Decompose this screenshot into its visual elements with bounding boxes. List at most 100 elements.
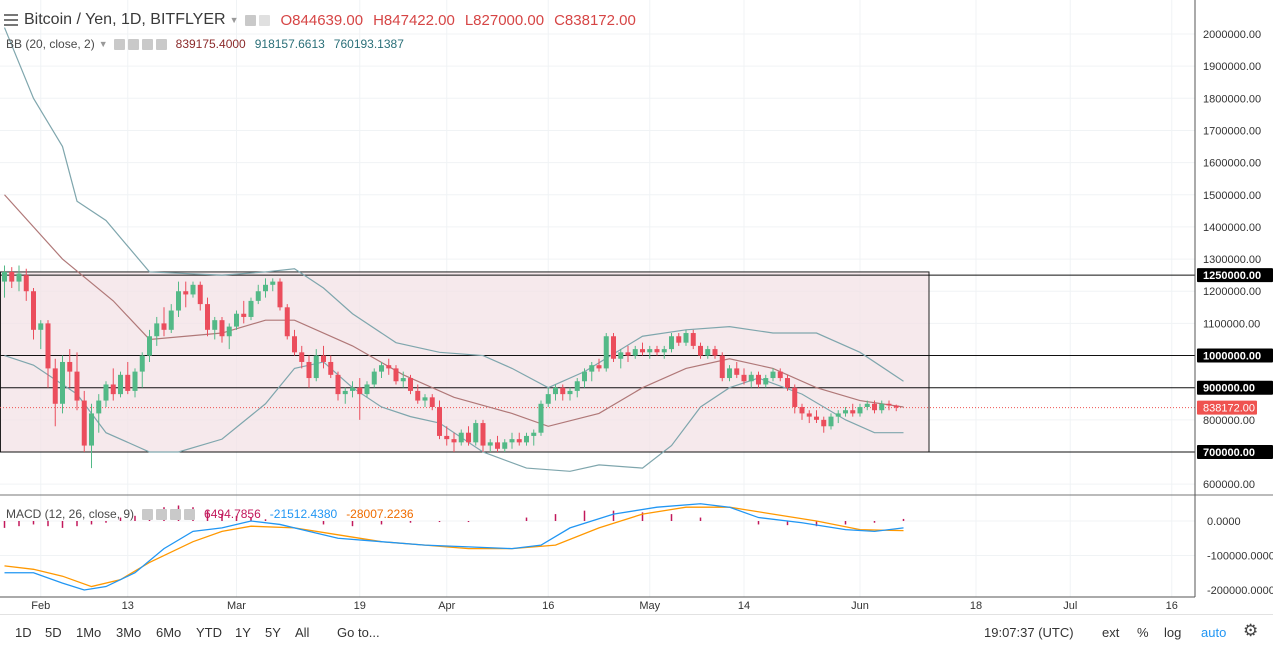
candle-down [299, 352, 305, 362]
price-tick-label: 800000.00 [1203, 415, 1255, 427]
auto-toggle[interactable]: auto [1201, 625, 1227, 640]
symbol-title[interactable]: Bitcoin / Yen, 1D, BITFLYER [24, 11, 226, 28]
bb-basis-line [4, 194, 904, 427]
candle-up [255, 291, 261, 301]
macd-legend-name[interactable]: MACD (12, 26, close, 9) [6, 507, 135, 521]
candle-down [466, 432, 471, 443]
candle-down [161, 323, 167, 330]
candle-down [335, 374, 341, 395]
candle-down [125, 374, 131, 391]
ext-toggle[interactable]: ext [1102, 625, 1120, 640]
gear-icon[interactable]: ⚙ [1243, 621, 1259, 640]
eye-icon[interactable] [244, 14, 256, 26]
eye-icon[interactable] [142, 508, 154, 520]
price-tick-label: 2000000.00 [1203, 29, 1261, 41]
bb-legend-name[interactable]: BB (20, close, 2) [6, 37, 95, 51]
candle-down [277, 281, 283, 308]
settings-icon[interactable] [127, 38, 139, 50]
candle-down [850, 410, 856, 414]
range-5d[interactable]: 5D [45, 625, 62, 640]
settings-icon[interactable] [156, 508, 168, 520]
candle-up [835, 413, 841, 417]
range-ytd[interactable]: YTD [196, 625, 222, 640]
candle-up [857, 406, 863, 414]
candle-down [596, 365, 602, 369]
candle-down [690, 333, 696, 346]
chart-canvas[interactable]: 2000000.00 1900000.00 1800000.00 1700000.00… [0, 0, 1273, 614]
candle-down [814, 416, 819, 420]
candle-up [524, 435, 529, 443]
candle-down [386, 365, 392, 369]
eye-icon[interactable] [113, 38, 125, 50]
consolidation-range-box [0, 271, 930, 453]
ohlc-close: C838172.00 [554, 11, 636, 29]
candle-up [828, 416, 834, 427]
candle-down [806, 413, 812, 417]
level-price-label: 1250000.00 [1203, 270, 1261, 282]
time-tick-label: Jun [851, 600, 869, 612]
candle-down [698, 345, 703, 356]
candle-down [777, 371, 783, 379]
candlesticks [2, 265, 899, 469]
candle-down [654, 349, 660, 353]
candle-up [683, 333, 689, 343]
range-5y[interactable]: 5Y [265, 625, 281, 640]
price-tick-label: 1200000.00 [1203, 286, 1261, 298]
candle-up [270, 281, 276, 285]
candle-down [23, 275, 29, 292]
percent-toggle[interactable]: % [1137, 625, 1149, 640]
time-tick-label: 14 [738, 600, 750, 612]
plus-icon[interactable] [141, 38, 153, 50]
log-toggle[interactable]: log [1164, 625, 1182, 640]
candle-up [147, 336, 152, 356]
plus-icon[interactable] [170, 508, 182, 520]
close-icon[interactable] [184, 508, 196, 520]
horizontal-levels [0, 274, 1195, 453]
range-1mo[interactable]: 1Mo [76, 625, 102, 640]
candle-down [183, 291, 189, 295]
range-1y[interactable]: 1Y [235, 625, 251, 640]
candle-up [176, 291, 181, 311]
candle-up [647, 349, 653, 353]
candle-up [190, 284, 196, 295]
candle-up [843, 410, 848, 414]
range-all[interactable]: All [295, 625, 310, 640]
candle-down [712, 349, 718, 356]
range-1d[interactable]: 1D [15, 625, 32, 640]
range-3mo[interactable]: 3Mo [116, 625, 142, 640]
candle-up [661, 349, 667, 353]
macd-tick-label: -200000.0000 [1207, 585, 1273, 597]
candle-down [31, 291, 36, 330]
time-tick-label: 18 [970, 600, 982, 612]
candle-up [89, 413, 94, 446]
chevron-down-icon[interactable]: ▼ [98, 39, 108, 49]
candle-down [821, 419, 827, 427]
settings-icon[interactable] [258, 14, 270, 26]
candle-down [437, 406, 442, 436]
ohlc-low: L827000.00 [464, 11, 545, 29]
range-6mo[interactable]: 6Mo [156, 625, 182, 640]
utc-clock[interactable]: 19:07:37 (UTC) [984, 625, 1074, 640]
bb-lower-value: 760193.1387 [333, 37, 404, 51]
chevron-down-icon[interactable]: ▼ [229, 15, 239, 25]
candle-up [879, 403, 885, 411]
candle-up [16, 273, 22, 282]
candle-up [364, 384, 370, 395]
macd-hist-value: 6494.7856 [204, 507, 261, 521]
candle-up [38, 323, 44, 330]
macd-signal-value: -28007.2236 [346, 507, 414, 521]
hamburger-menu-icon[interactable] [4, 14, 18, 26]
candle-up [154, 323, 160, 337]
close-icon[interactable] [155, 38, 167, 50]
ohlc-open: O844639.00 [280, 11, 364, 29]
candle-up [371, 371, 377, 385]
candle-up [748, 374, 754, 382]
goto-button[interactable]: Go to... [337, 625, 380, 640]
candle-up [669, 336, 674, 350]
candle-down [357, 387, 363, 395]
candle-up [400, 378, 406, 382]
candle-up [248, 300, 254, 317]
candle-down [893, 405, 899, 408]
last-price-label: 838172.00 [1203, 403, 1255, 415]
time-tick-label: Mar [227, 600, 246, 612]
